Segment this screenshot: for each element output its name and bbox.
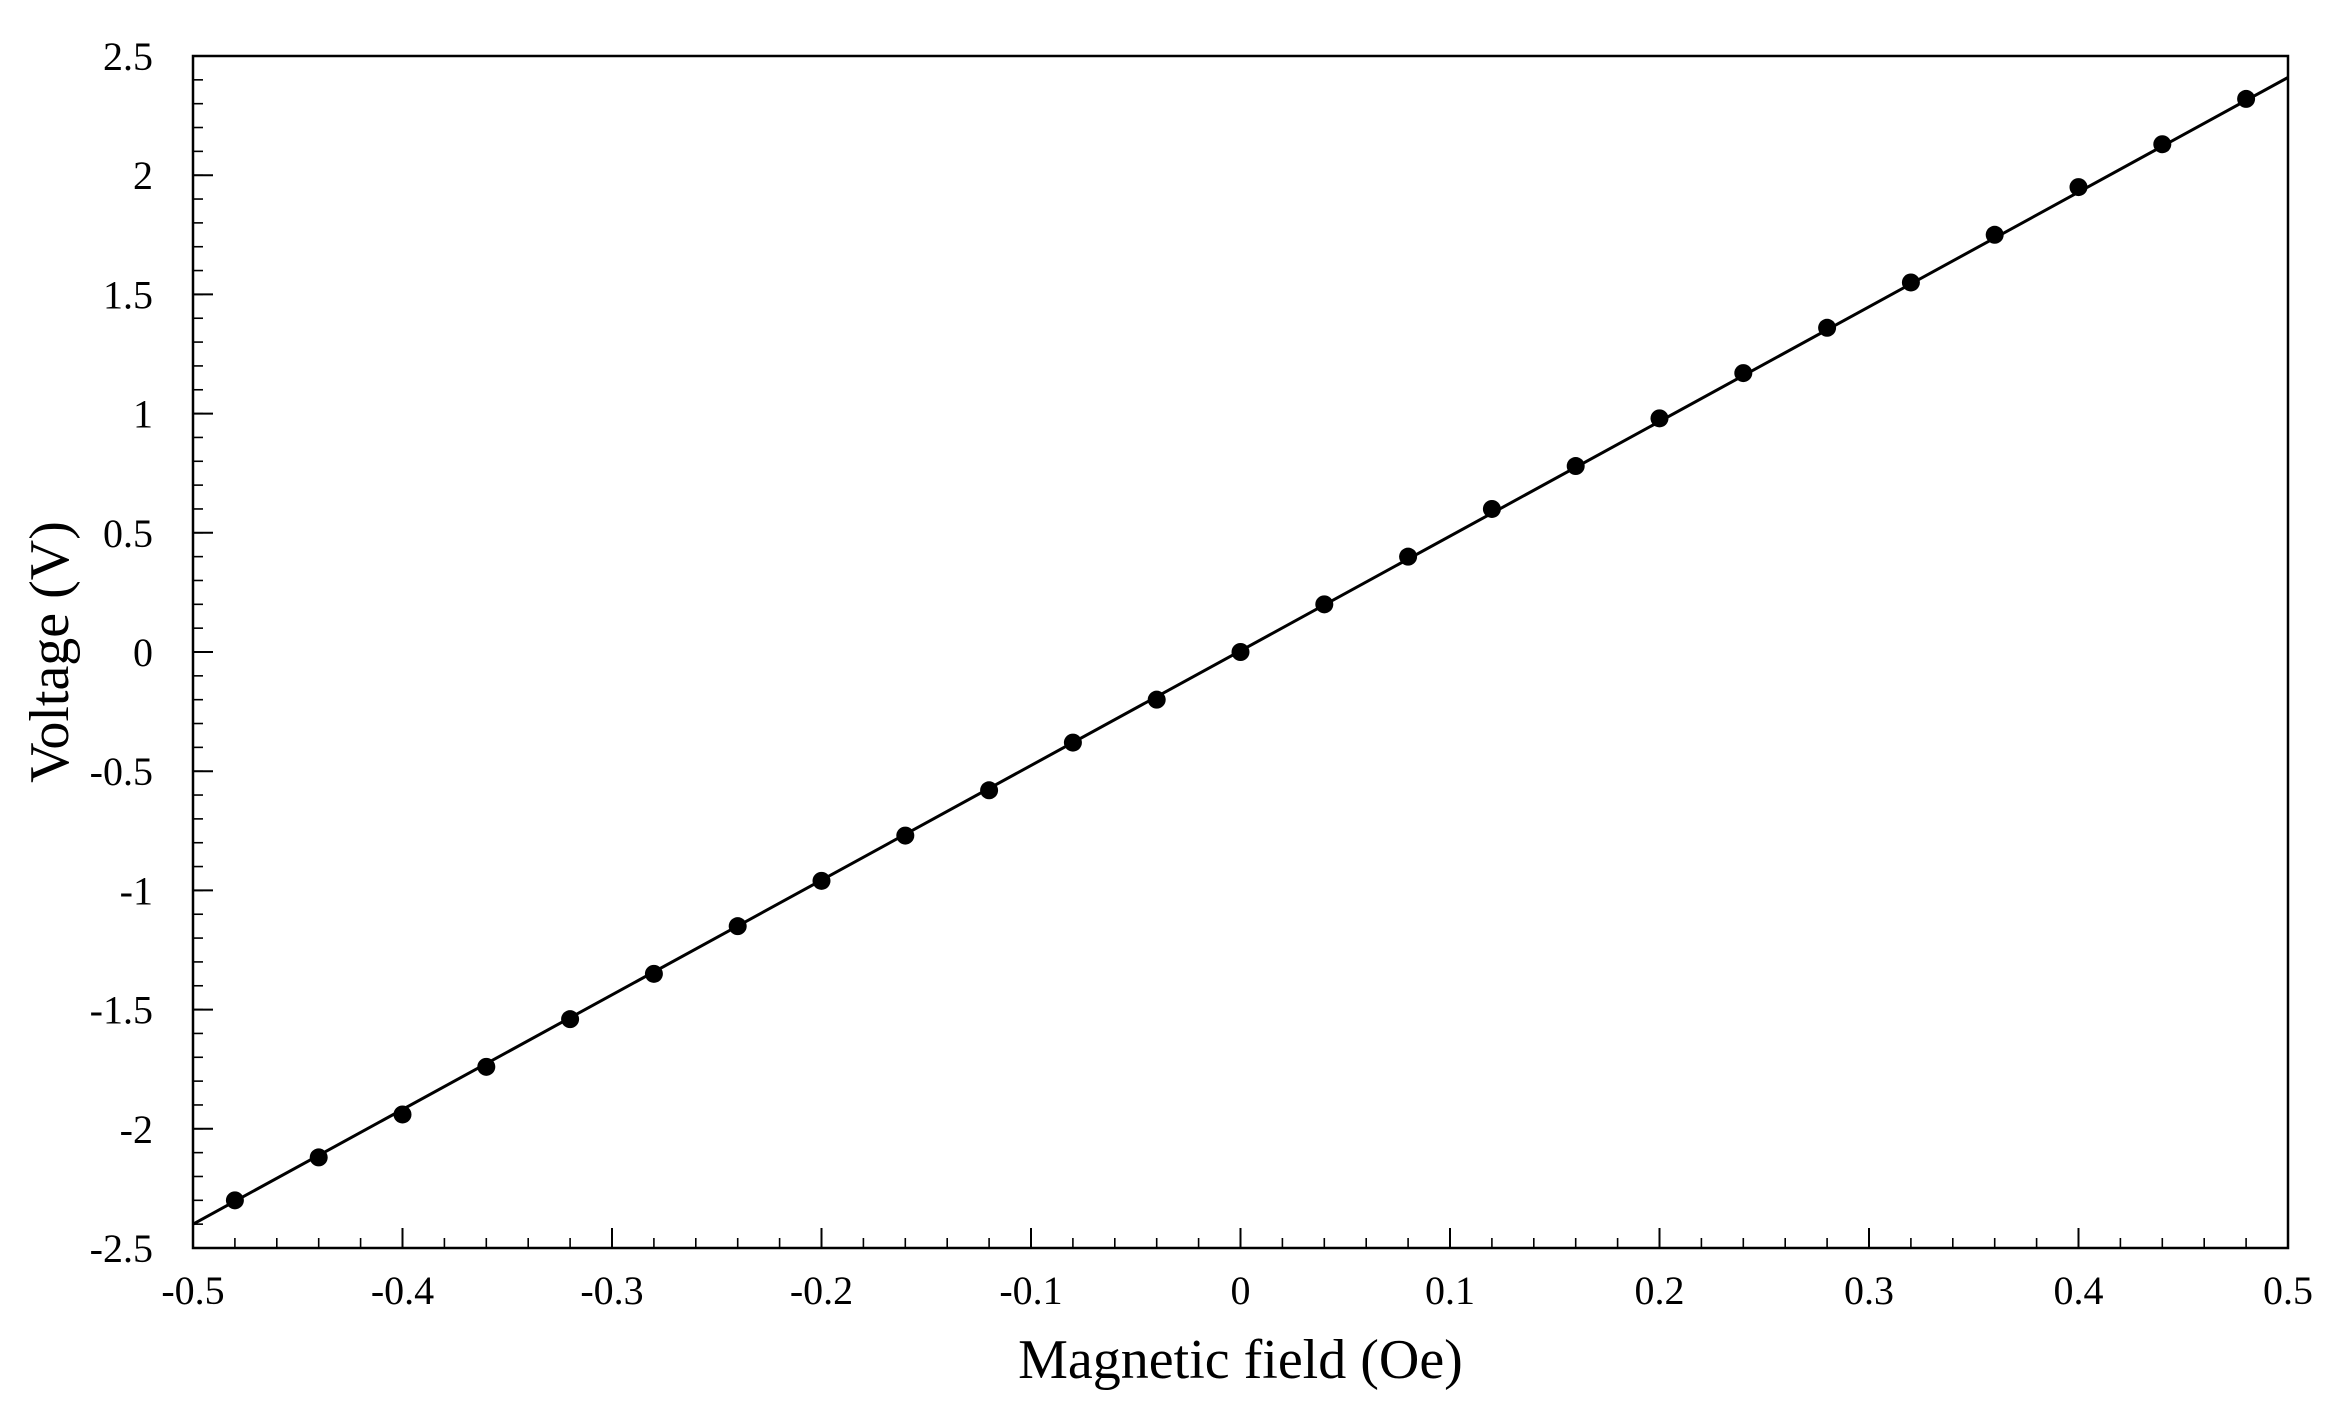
x-tick-label: 0.5	[2263, 1268, 2313, 1313]
x-tick-label: 0.4	[2054, 1268, 2104, 1313]
x-axis-title: Magnetic field (Oe)	[1018, 1329, 1463, 1391]
x-tick-labels: -0.5 -0.4 -0.3 -0.2 -0.1 0 0.1 0.2 0.3 0.4 0.5	[161, 1268, 2313, 1313]
x-tick-label: -0.3	[580, 1268, 643, 1313]
y-tick-label: 1.5	[103, 272, 153, 317]
y-tick-label: 2.5	[103, 34, 153, 79]
data-point	[2069, 178, 2088, 197]
fit-line	[192, 76, 2289, 1226]
y-tick-label: -1	[120, 868, 153, 913]
x-tick-label: -0.5	[161, 1268, 224, 1313]
y-axis-title: Voltage (V)	[19, 521, 81, 783]
y-tick-label: 0.5	[103, 511, 153, 556]
y-tick-label: 1	[133, 392, 153, 437]
plot-content	[192, 76, 2289, 1226]
x-tick-label: 0.3	[1844, 1268, 1894, 1313]
data-point	[1482, 499, 1501, 518]
data-point	[393, 1105, 412, 1124]
x-tick-label: -0.2	[790, 1268, 853, 1313]
x-tick-label: -0.4	[371, 1268, 434, 1313]
y-tick-label: -2.5	[90, 1226, 153, 1271]
y-tick-label: -0.5	[90, 749, 153, 794]
x-tick-label: 0	[1231, 1268, 1251, 1313]
x-tick-label: 0.2	[1635, 1268, 1685, 1313]
y-tick-label: 0	[133, 630, 153, 675]
x-tick-label: -0.1	[999, 1268, 1062, 1313]
y-tick-labels: -2.5 -2 -1.5 -1 -0.5 0 0.5 1 1.5 2 2.5	[90, 34, 153, 1271]
y-tick-label: 2	[133, 153, 153, 198]
x-tick-label: 0.1	[1425, 1268, 1475, 1313]
y-tick-label: -1.5	[90, 988, 153, 1033]
plot-frame	[191, 54, 2290, 1250]
y-tick-label: -2	[120, 1107, 153, 1152]
